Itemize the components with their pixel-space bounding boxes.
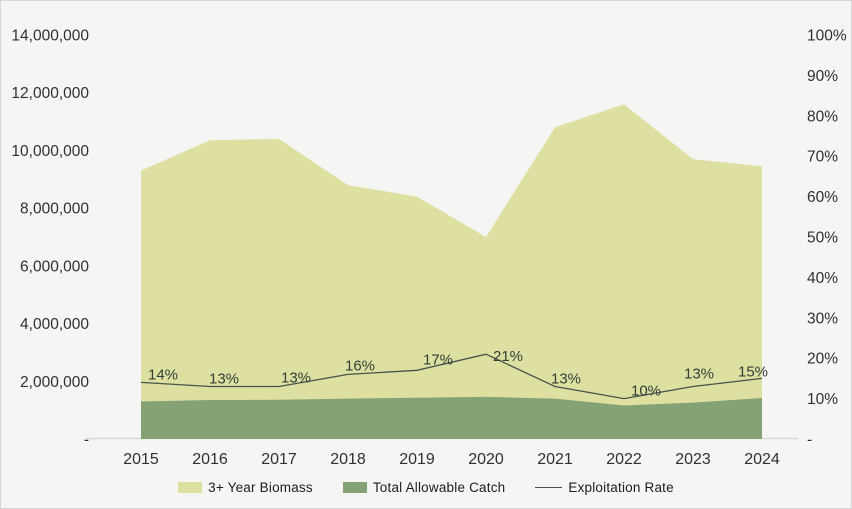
biomass-exploitation-chart: 14,000,000 12,000,000 10,000,000 8,000,000 6… — [11, 28, 847, 469]
x-axis-year-label: 2023 — [675, 451, 711, 468]
left-axis-tick-label: 8,000,000 — [20, 201, 89, 218]
legend-item-biomass[interactable]: 3+ Year Biomass — [178, 480, 313, 495]
left-axis-tick-label: 12,000,000 — [11, 85, 89, 102]
legend-label-exploitation: Exploitation Rate — [568, 480, 674, 495]
legend-label-tac: Total Allowable Catch — [372, 480, 506, 495]
right-axis-tick-label: 90% — [807, 68, 838, 85]
exploitation-rate-point-label: 15% — [738, 363, 768, 380]
x-axis-year-label: 2016 — [192, 451, 228, 468]
exploitation-rate-point-label: 13% — [551, 370, 581, 387]
right-axis-tick-label: 30% — [807, 310, 838, 327]
x-axis-year-label: 2018 — [330, 451, 366, 468]
left-axis-tick-label: 14,000,000 — [11, 28, 89, 45]
exploitation-rate-point-label: 13% — [684, 365, 714, 382]
right-axis-tick-label: 70% — [807, 149, 838, 166]
exploitation-rate-point-label: 21% — [493, 348, 523, 365]
left-axis-tick-label: 6,000,000 — [20, 258, 89, 275]
right-axis-tick-label: 10% — [807, 391, 838, 408]
exploitation-rate-line — [140, 353, 763, 400]
exploitation-line-swatch-icon — [535, 486, 563, 489]
x-axis-year-label: 2019 — [399, 451, 435, 468]
exploitation-rate-point-label: 17% — [423, 351, 453, 368]
exploitation-rate-point-label: 10% — [631, 383, 661, 400]
right-axis-tick-label: - — [807, 432, 812, 449]
x-axis-year-label: 2017 — [261, 451, 297, 468]
biomass-swatch-icon — [178, 482, 203, 493]
exploitation-rate-point-label: 14% — [148, 366, 178, 383]
tac-swatch-icon — [342, 482, 367, 493]
x-axis-year-label: 2021 — [537, 451, 573, 468]
legend-item-tac[interactable]: Total Allowable Catch — [342, 480, 506, 495]
x-axis-year-label: 2022 — [606, 451, 642, 468]
x-axis-year-label: 2024 — [744, 451, 780, 468]
legend-label-biomass: 3+ Year Biomass — [208, 480, 313, 495]
exploitation-rate-point-label: 16% — [345, 357, 375, 374]
right-axis-tick-label: 40% — [807, 270, 838, 287]
left-axis-tick-label: 2,000,000 — [20, 374, 89, 391]
left-axis-tick-label: - — [84, 432, 89, 449]
exploitation-rate-point-label: 13% — [281, 369, 311, 386]
x-axis-year-label: 2015 — [123, 451, 159, 468]
legend-item-exploitation[interactable]: Exploitation Rate — [535, 480, 674, 495]
x-axis-year-label: 2020 — [468, 451, 504, 468]
right-axis-tick-label: 80% — [807, 108, 838, 125]
right-axis-tick-label: 100% — [807, 28, 847, 45]
tac-area — [141, 396, 762, 439]
left-axis-tick-label: 10,000,000 — [11, 143, 89, 160]
right-axis-tick-label: 20% — [807, 351, 838, 368]
chart-legend: 3+ Year Biomass Total Allowable Catch Ex… — [1, 480, 851, 495]
biomass-area — [141, 104, 762, 440]
exploitation-rate-point-label: 13% — [209, 370, 239, 387]
left-axis-tick-label: 4,000,000 — [20, 316, 89, 333]
right-axis-tick-label: 50% — [807, 230, 838, 247]
right-axis-tick-label: 60% — [807, 189, 838, 206]
